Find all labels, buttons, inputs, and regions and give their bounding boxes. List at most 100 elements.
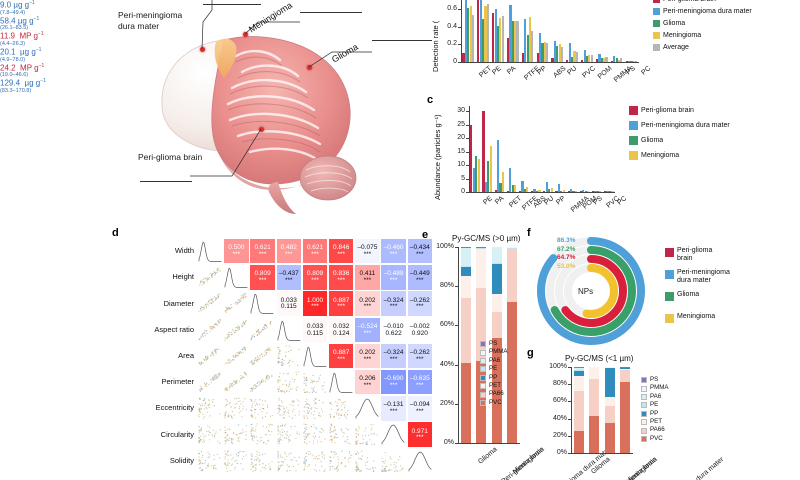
matrix-cell-value: –0.002 0.920	[407, 317, 432, 342]
panel-e-pygcms-gt0um: e 0% 20% 40% 60% 80% 100% Glioma Peri-glioma br…	[420, 225, 612, 480]
y-tick-label: 100%	[549, 363, 567, 370]
y-tick-label: 40%	[552, 414, 567, 422]
matrix-cell-r: 0.809	[254, 270, 271, 278]
matrix-cell-value: 0.887 ***	[329, 343, 354, 369]
matrix-cell-scatter	[198, 343, 223, 369]
legend-item: PVC	[641, 435, 663, 443]
legend-label: Meningioma	[641, 151, 680, 159]
donut-percent-label: 64.7%	[557, 254, 576, 261]
bar	[610, 61, 613, 62]
y-tick	[466, 124, 469, 126]
legend-item: PP	[641, 410, 658, 418]
y-tick	[568, 384, 571, 386]
donut-percent-label: 53.0%	[557, 262, 576, 270]
x-tick-label: Peri-meningioma dura mater	[653, 456, 725, 480]
bar	[595, 59, 599, 62]
matrix-cell-sig: 0.622	[385, 329, 402, 337]
bar	[617, 60, 621, 62]
legend-item: Glioma	[629, 136, 663, 145]
matrix-cell-r: 0.846	[333, 244, 350, 252]
callout-value-peri-glioma-mp: 24.2 MP g−1	[0, 62, 45, 73]
bar	[501, 15, 504, 62]
legend-swatch	[629, 151, 638, 160]
bar	[511, 184, 514, 192]
x-tick-label: Meningioma	[625, 456, 659, 480]
bar	[603, 57, 606, 62]
matrix-cell-r: 0.411	[359, 270, 376, 278]
y-axis	[458, 247, 459, 443]
bar	[543, 191, 546, 192]
bar	[594, 191, 597, 192]
matrix-cell-value: 1.000 ***	[302, 291, 328, 316]
bar	[486, 3, 489, 62]
stacked-segment	[460, 266, 471, 277]
stacked-segment	[491, 263, 502, 295]
matrix-cell-value: 0.621 ***	[302, 239, 328, 264]
matrix-cell-scatter	[276, 370, 301, 395]
matrix-cell-r: 0.206	[359, 375, 376, 383]
y-tick	[455, 403, 458, 405]
matrix-cell-sig: ***	[415, 408, 424, 416]
bar	[484, 6, 487, 62]
matrix-cell-r: 0.887	[333, 348, 350, 356]
bar	[628, 61, 631, 62]
bar	[494, 190, 497, 192]
y-tick-label: 80%	[552, 380, 567, 388]
x-tick-label: PE	[482, 195, 495, 207]
legend-item: PS	[641, 376, 658, 384]
bar	[600, 57, 603, 62]
callout-ci-meningioma-top: (7.8–49.4)	[0, 9, 26, 16]
y-tick-label: 5	[461, 174, 465, 182]
legend-label: Peri-meningioma dura mater	[663, 8, 752, 15]
bar	[598, 54, 601, 62]
callout-peri-meningioma-dura-mater: Peri-meningioma dura mater	[118, 10, 182, 31]
y-tick-label: 0.4	[447, 22, 457, 30]
donut-center-label: NPs	[578, 287, 594, 296]
stacked-segment	[491, 338, 502, 443]
matrix-cell-sig: ***	[415, 251, 424, 258]
matrix-cell-r: 0.621	[306, 244, 324, 252]
matrix-cell-scatter	[302, 370, 328, 395]
callout-ci-peri-glioma-ug: (83.3–170.8)	[0, 87, 32, 94]
matrix-cell-r: 0.809	[306, 270, 324, 278]
stacked-segment	[620, 369, 631, 382]
bar	[489, 145, 492, 192]
matrix-cell-scatter	[198, 317, 223, 342]
y-tick-label: 0%	[443, 439, 454, 446]
matrix-cell-r: –0.449	[409, 270, 430, 278]
donut-percent-label: 86.3%	[557, 237, 576, 244]
bar	[506, 190, 509, 192]
matrix-cell-value: 0.482 ***	[276, 239, 301, 264]
y-tick-label: 25	[457, 120, 465, 128]
bar	[605, 57, 608, 62]
bar	[521, 53, 524, 62]
bar	[526, 186, 529, 192]
matrix-cell-scatter	[198, 265, 223, 290]
legend-label: Peri-glioma brain	[663, 0, 716, 3]
matrix-cell-value: 0.206 ***	[355, 370, 380, 395]
y-tick	[455, 286, 458, 288]
stacked-segment	[604, 367, 615, 398]
chart-title: Py-GC/MS (>0 µm)	[452, 234, 521, 243]
matrix-cell-value: –0.262 ***	[407, 291, 432, 316]
legend-swatch	[653, 32, 660, 40]
matrix-cell-sig: ***	[415, 382, 424, 389]
matrix-cell-scatter	[276, 343, 301, 369]
stacked-segment	[460, 297, 471, 363]
bar	[553, 40, 557, 62]
matrix-cell-sig: 0.115	[307, 329, 323, 337]
bar	[462, 53, 465, 62]
legend-label: Peri-glioma brain	[641, 106, 694, 114]
bar	[496, 25, 500, 62]
y-tick-label: 60%	[552, 397, 567, 405]
matrix-cell-scatter	[250, 343, 275, 369]
legend-item: PVC	[480, 399, 502, 407]
legend-label: Peri-meningioma dura mater	[641, 121, 730, 129]
legend-label: PS	[489, 340, 498, 347]
x-tick-label: ABS	[552, 65, 568, 80]
bar	[482, 110, 485, 192]
y-axis-title: Abundance (particles g⁻¹)	[433, 114, 442, 200]
matrix-cell-density	[355, 396, 380, 421]
matrix-cell-r: –0.075	[357, 244, 378, 252]
